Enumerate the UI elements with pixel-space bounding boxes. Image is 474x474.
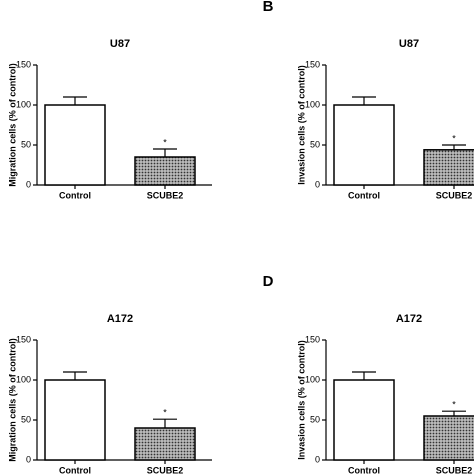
y-tick-label: 100 bbox=[16, 374, 31, 384]
significance-mark: * bbox=[452, 400, 456, 410]
bar bbox=[134, 156, 196, 186]
significance-mark: * bbox=[163, 137, 167, 147]
y-tick-label: 50 bbox=[21, 414, 31, 424]
x-tick-label: Control bbox=[348, 190, 380, 200]
chart-title: A172 bbox=[396, 313, 422, 325]
y-tick-label: 150 bbox=[16, 334, 31, 344]
y-tick-label: 150 bbox=[305, 334, 320, 344]
x-tick-label: SCUBE2 bbox=[147, 190, 184, 200]
x-tick-label: SCUBE2 bbox=[436, 465, 473, 474]
x-tick-label: SCUBE2 bbox=[436, 190, 473, 200]
bar bbox=[134, 427, 196, 461]
y-tick-label: 0 bbox=[315, 454, 320, 464]
y-tick-label: 50 bbox=[310, 139, 320, 149]
bar bbox=[44, 379, 106, 461]
y-tick-label: 0 bbox=[26, 454, 31, 464]
bar bbox=[423, 149, 474, 186]
significance-mark: * bbox=[452, 133, 456, 143]
chart-title: A172 bbox=[107, 313, 133, 325]
panel-label: D bbox=[263, 273, 274, 290]
x-tick-label: Control bbox=[59, 190, 91, 200]
panel-label: B bbox=[263, 0, 274, 15]
y-axis-label: Invasion cells (% of control) bbox=[296, 340, 306, 460]
y-tick-label: 100 bbox=[305, 374, 320, 384]
x-tick-label: SCUBE2 bbox=[147, 465, 184, 474]
y-axis-label: Migration cells (% of control) bbox=[7, 338, 17, 462]
y-tick-label: 0 bbox=[26, 179, 31, 189]
y-tick-label: 50 bbox=[21, 139, 31, 149]
bar bbox=[333, 104, 395, 186]
chart-title: U87 bbox=[399, 38, 419, 50]
bar bbox=[44, 104, 106, 186]
y-tick-label: 150 bbox=[16, 59, 31, 69]
significance-mark: * bbox=[163, 408, 167, 418]
y-tick-label: 50 bbox=[310, 414, 320, 424]
bar bbox=[423, 415, 474, 461]
y-axis-label: Migration cells (% of control) bbox=[7, 63, 17, 187]
y-axis-label: Invasion cells (% of control) bbox=[296, 65, 306, 185]
y-tick-label: 100 bbox=[305, 99, 320, 109]
bar bbox=[333, 379, 395, 461]
y-tick-label: 100 bbox=[16, 99, 31, 109]
x-tick-label: Control bbox=[348, 465, 380, 474]
x-tick-label: Control bbox=[59, 465, 91, 474]
y-tick-label: 0 bbox=[315, 179, 320, 189]
chart-title: U87 bbox=[110, 38, 130, 50]
y-tick-label: 150 bbox=[305, 59, 320, 69]
